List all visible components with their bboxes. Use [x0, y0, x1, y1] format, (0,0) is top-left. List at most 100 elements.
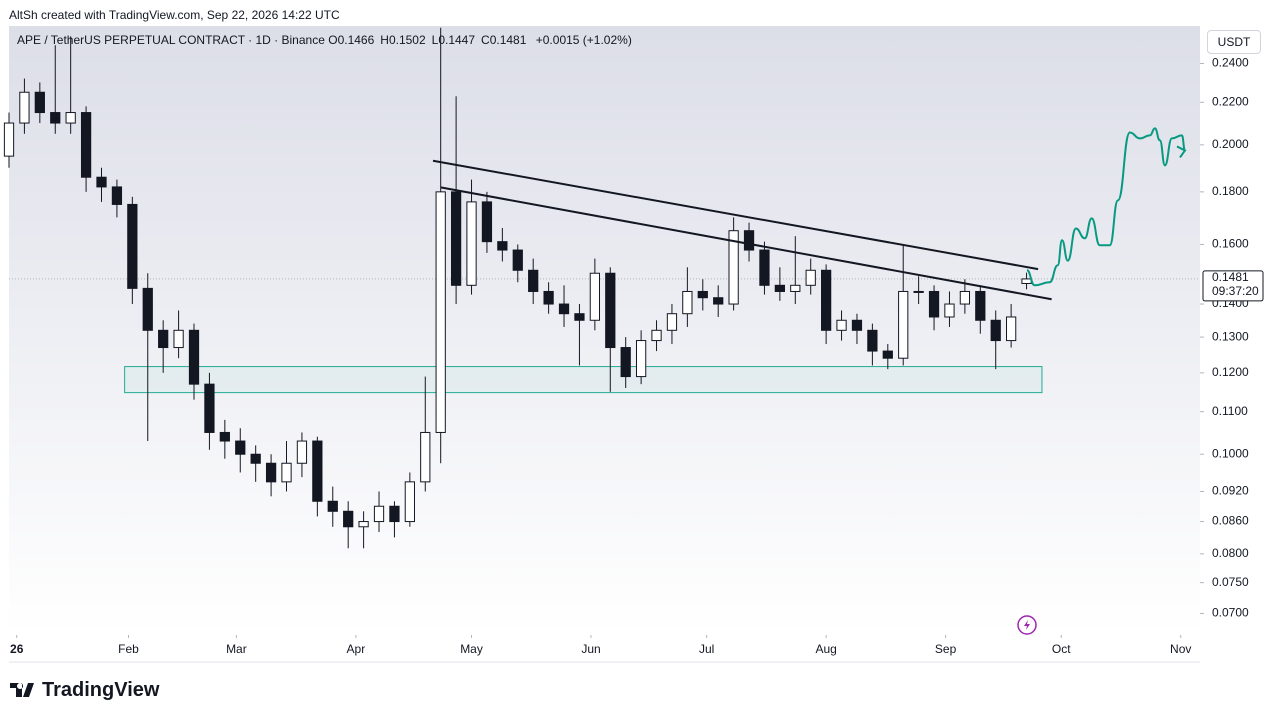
y-tick-label: 0.2000: [1212, 137, 1249, 151]
candle-body: [898, 290, 909, 359]
lightning-icon: [1017, 615, 1037, 635]
y-tick-label: 0.1800: [1212, 184, 1249, 198]
y-tick-label: 0.2200: [1212, 94, 1249, 108]
y-tick-label: 0.0750: [1212, 575, 1249, 589]
candle-body: [481, 201, 493, 243]
candle-body: [605, 272, 616, 349]
candle-body: [373, 505, 385, 523]
candle-body: [928, 290, 940, 318]
candle-body: [697, 290, 708, 299]
symbol: APE / TetherUS PERPETUAL CONTRACT · 1D ·…: [17, 33, 325, 47]
x-tick-label: Nov: [1170, 642, 1191, 656]
candle-body: [959, 290, 971, 305]
candle-body: [235, 440, 246, 455]
countdown: 09:37:20: [1212, 284, 1259, 298]
candle-body: [296, 440, 308, 464]
plot-background: [9, 26, 1200, 635]
projection-path: [1026, 127, 1186, 287]
candle-body: [682, 290, 693, 315]
candle-body: [558, 303, 570, 315]
ohlc: O0.1466 H0.1502 L0.1447 C0.1481: [328, 33, 532, 47]
candle-body: [142, 287, 153, 331]
ohlc-value: 0.1502: [388, 33, 426, 47]
logo-text: TradingView: [42, 679, 160, 701]
ohlc-key: O: [328, 33, 338, 47]
candle-body: [497, 241, 508, 251]
currency-button[interactable]: USDT: [1207, 30, 1261, 54]
candle-body: [666, 313, 678, 331]
support-zone: [124, 366, 1043, 394]
candle-body: [389, 505, 400, 523]
y-tick-label: 0.1300: [1212, 329, 1249, 343]
candle-body: [759, 249, 770, 286]
y-tick-label: 0.1600: [1212, 237, 1249, 251]
candle-body: [96, 176, 107, 188]
candle-body: [836, 319, 847, 331]
candle-body: [219, 431, 230, 442]
candle-body: [774, 284, 785, 292]
x-tick-label: Apr: [347, 642, 366, 656]
candle-body: [281, 462, 292, 483]
candle-body: [188, 329, 200, 385]
candle-body: [743, 230, 755, 251]
candle-body: [975, 290, 986, 321]
credit: AltSh created with TradingView.com, Sep …: [9, 8, 340, 22]
y-tick-label: 0.2400: [1212, 56, 1249, 70]
trendline: [432, 159, 1039, 271]
candle-body: [404, 481, 415, 523]
candle-body: [50, 112, 61, 124]
candle-body: [589, 272, 600, 321]
candle-body: [805, 269, 816, 286]
projection-arrow: [1176, 145, 1187, 159]
candle-body: [790, 284, 801, 292]
x-tick-label: Sep: [935, 642, 957, 656]
candle-body: [265, 462, 277, 483]
candle-body: [528, 269, 539, 292]
candle-body: [1021, 278, 1032, 284]
candle-body: [913, 290, 924, 293]
candle-body: [851, 319, 863, 331]
ohlc-value: 0.1447: [438, 33, 476, 47]
candle-body: [3, 122, 15, 157]
candle-body: [80, 112, 92, 178]
candle-body: [990, 319, 1001, 342]
candle-body: [127, 203, 138, 289]
candle-body: [65, 112, 76, 124]
symbol-legend: APE / TetherUS PERPETUAL CONTRACT · 1D ·…: [17, 33, 632, 47]
candle-body: [358, 521, 369, 528]
candle-body: [821, 269, 832, 331]
x-tick-label: Jun: [581, 642, 600, 656]
candle-body: [435, 191, 446, 433]
logo-icon: [10, 683, 34, 697]
candle-body: [19, 91, 30, 124]
y-tick-label: 0.0920: [1212, 484, 1249, 498]
x-tick-label: Aug: [815, 642, 836, 656]
x-tick-label: May: [460, 642, 483, 656]
x-tick-label: Mar: [226, 642, 247, 656]
candle-body: [327, 500, 338, 512]
candle-body: [867, 329, 878, 352]
x-tick-label: Oct: [1052, 642, 1071, 656]
candle-body: [713, 297, 724, 305]
candle-body: [343, 510, 354, 528]
candle-body: [944, 303, 955, 318]
candle-body: [512, 249, 523, 271]
last-price-box: [1202, 270, 1264, 302]
y-tick-label: 0.0700: [1212, 606, 1249, 620]
y-tick-label: 0.1100: [1212, 404, 1248, 418]
candle-body: [312, 440, 323, 502]
y-tick-label: 0.0800: [1212, 546, 1249, 560]
candle-body: [111, 186, 123, 205]
candle-body: [250, 453, 261, 464]
candle-body: [34, 91, 45, 114]
last-price-label: 0.1481: [1212, 270, 1249, 284]
candle-body: [882, 350, 893, 359]
candle-body: [173, 329, 184, 349]
candle-body: [574, 313, 585, 321]
candle-body: [1006, 316, 1017, 342]
candle-body: [204, 383, 215, 433]
candle-body: [466, 201, 477, 286]
y-tick-label: 0.1200: [1212, 365, 1249, 379]
change: +0.0015 (+1.02%): [535, 33, 632, 47]
